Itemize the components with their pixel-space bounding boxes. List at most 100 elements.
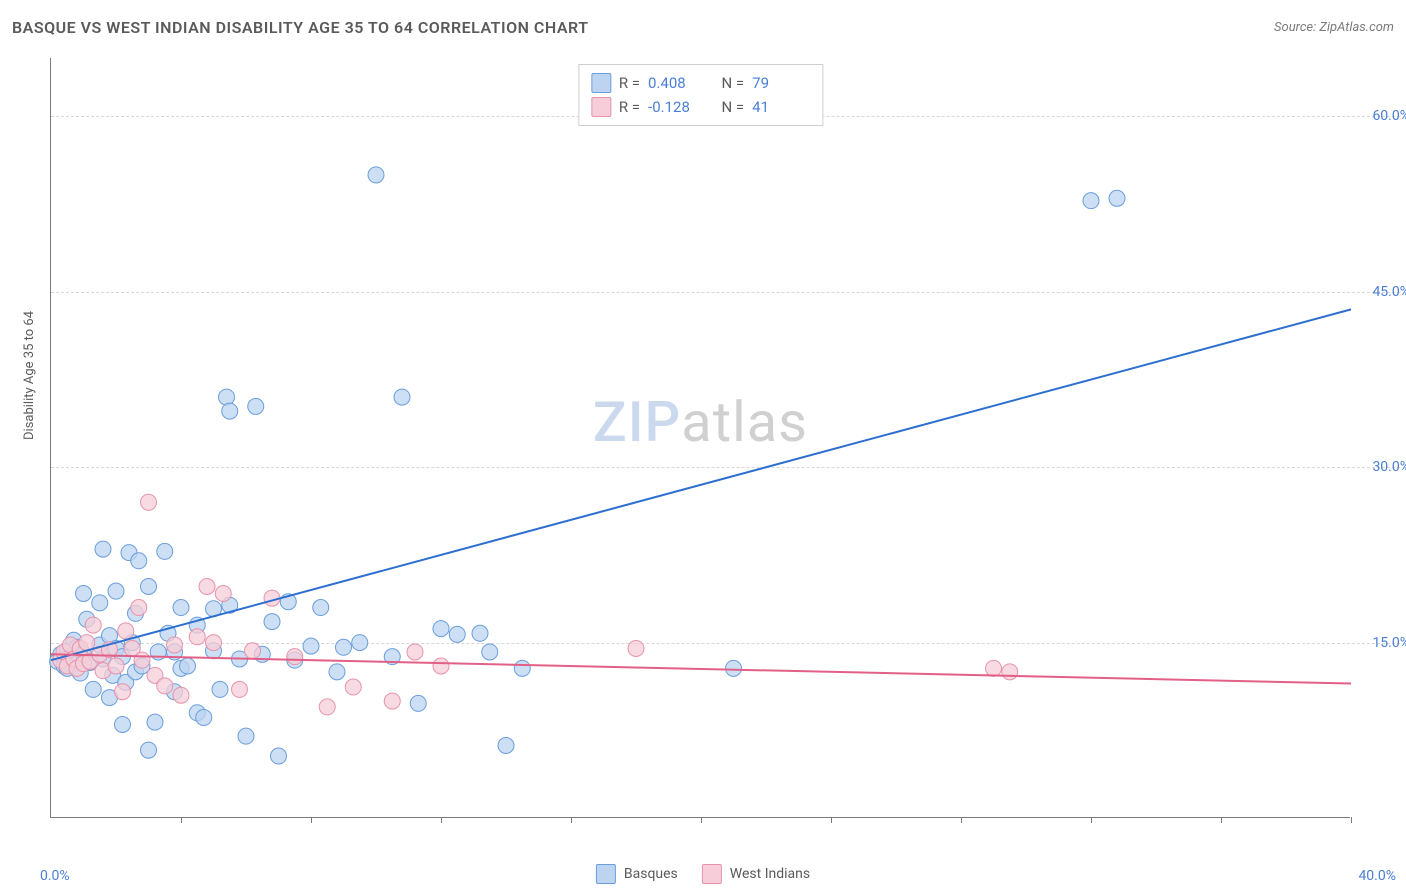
data-point	[173, 687, 189, 703]
data-point	[352, 635, 368, 651]
data-point	[410, 695, 426, 711]
regression-line	[51, 309, 1351, 660]
r-label: R =	[619, 74, 640, 92]
data-point	[482, 644, 498, 660]
legend-row: R = -0.128 N = 41	[591, 95, 810, 119]
data-point	[108, 583, 124, 599]
data-point	[498, 738, 514, 754]
data-point	[219, 389, 235, 405]
data-point	[85, 681, 101, 697]
x-axis-max-label: 40.0%	[1358, 868, 1396, 884]
data-point	[1109, 190, 1125, 206]
x-tick	[701, 817, 702, 823]
legend-swatch	[702, 864, 722, 884]
correlation-legend: R = 0.408 N = 79 R = -0.128 N = 41	[578, 64, 823, 126]
data-point	[628, 640, 644, 656]
x-tick	[1221, 817, 1222, 823]
data-point	[157, 678, 173, 694]
data-point	[199, 578, 215, 594]
n-label: N =	[714, 98, 744, 116]
data-point	[157, 543, 173, 559]
data-point	[131, 553, 147, 569]
data-point	[180, 658, 196, 674]
r-value: -0.128	[648, 98, 706, 116]
data-point	[313, 600, 329, 616]
data-point	[1002, 664, 1018, 680]
data-point	[232, 681, 248, 697]
x-tick	[1091, 817, 1092, 823]
data-point	[248, 398, 264, 414]
data-point	[449, 626, 465, 642]
y-tick-label: 30.0%	[1372, 459, 1406, 475]
data-point	[319, 699, 335, 715]
legend-swatch	[591, 73, 611, 93]
data-point	[206, 635, 222, 651]
data-point	[407, 644, 423, 660]
legend-swatch	[596, 864, 616, 884]
data-point	[141, 742, 157, 758]
scatter-svg	[51, 58, 1350, 817]
x-tick	[571, 817, 572, 823]
data-point	[1083, 193, 1099, 209]
data-point	[238, 728, 254, 744]
n-value: 79	[752, 74, 810, 92]
data-point	[303, 638, 319, 654]
data-point	[95, 541, 111, 557]
x-tick	[441, 817, 442, 823]
chart-header: BASQUE VS WEST INDIAN DISABILITY AGE 35 …	[12, 18, 1394, 37]
data-point	[394, 389, 410, 405]
data-point	[141, 578, 157, 594]
y-tick-label: 15.0%	[1372, 635, 1406, 651]
data-point	[986, 660, 1002, 676]
data-point	[345, 679, 361, 695]
n-label: N =	[714, 74, 744, 92]
r-value: 0.408	[648, 74, 706, 92]
data-point	[212, 681, 228, 697]
data-point	[264, 614, 280, 630]
data-point	[384, 693, 400, 709]
data-point	[726, 660, 742, 676]
x-tick	[961, 817, 962, 823]
data-point	[245, 643, 261, 659]
data-point	[141, 494, 157, 510]
r-label: R =	[619, 98, 640, 116]
data-point	[173, 600, 189, 616]
data-point	[287, 649, 303, 665]
data-point	[189, 629, 205, 645]
n-value: 41	[752, 98, 810, 116]
data-point	[92, 595, 108, 611]
x-tick	[311, 817, 312, 823]
data-point	[215, 586, 231, 602]
chart-plot-area: ZIPatlas R = 0.408 N = 79R = -0.128 N = …	[50, 58, 1350, 818]
chart-title: BASQUE VS WEST INDIAN DISABILITY AGE 35 …	[12, 18, 589, 37]
data-point	[433, 621, 449, 637]
data-point	[196, 709, 212, 725]
series-legend: Basques West Indians	[596, 864, 810, 884]
data-point	[167, 637, 183, 653]
data-point	[368, 167, 384, 183]
series-label: West Indians	[730, 866, 810, 882]
y-tick-label: 60.0%	[1372, 108, 1406, 124]
y-axis-label: Disability Age 35 to 64	[22, 311, 37, 440]
data-point	[108, 658, 124, 674]
x-tick	[1351, 817, 1352, 823]
y-tick-label: 45.0%	[1372, 284, 1406, 300]
legend-swatch	[591, 97, 611, 117]
data-point	[433, 658, 449, 674]
data-point	[222, 403, 238, 419]
data-point	[115, 684, 131, 700]
data-point	[472, 625, 488, 641]
data-point	[336, 639, 352, 655]
regression-line	[51, 654, 1351, 683]
data-point	[85, 617, 101, 633]
data-point	[134, 652, 150, 668]
chart-source: Source: ZipAtlas.com	[1274, 20, 1394, 35]
data-point	[131, 600, 147, 616]
series-legend-item: Basques	[596, 864, 678, 884]
data-point	[329, 664, 345, 680]
x-tick	[831, 817, 832, 823]
series-legend-item: West Indians	[702, 864, 810, 884]
data-point	[118, 623, 134, 639]
data-point	[271, 748, 287, 764]
data-point	[115, 716, 131, 732]
